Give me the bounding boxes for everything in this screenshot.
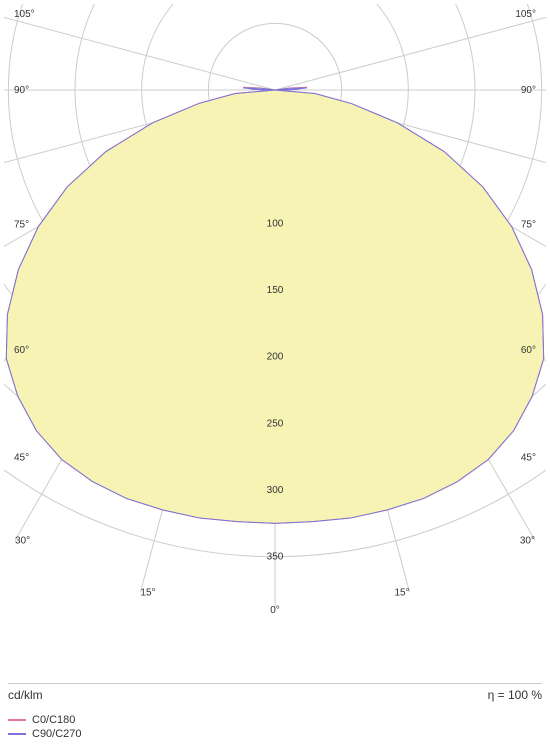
chart-container: 100 150 200 250 300 350 0° 15° 15° 30° 30° 45° 45° 60… — [0, 0, 550, 750]
svg-text:45°: 45° — [14, 453, 29, 464]
svg-text:90°: 90° — [521, 85, 536, 96]
legend-label: C90/C270 — [32, 728, 82, 740]
svg-text:100: 100 — [267, 218, 284, 229]
legend-swatch — [8, 733, 26, 735]
svg-text:30°: 30° — [520, 535, 535, 546]
svg-text:105°: 105° — [14, 9, 35, 20]
svg-text:300: 300 — [267, 485, 284, 496]
legend-item-c90: C90/C270 — [8, 728, 82, 740]
svg-text:60°: 60° — [14, 345, 29, 356]
legend: C0/C180 C90/C270 — [8, 712, 82, 742]
svg-text:200: 200 — [267, 352, 284, 363]
svg-text:250: 250 — [267, 418, 284, 429]
svg-text:60°: 60° — [521, 345, 536, 356]
legend-label: C0/C180 — [32, 714, 75, 726]
svg-text:75°: 75° — [521, 220, 536, 231]
svg-text:75°: 75° — [14, 220, 29, 231]
polar-plot: 100 150 200 250 300 350 0° 15° 15° 30° 30° 45° 45° 60… — [0, 0, 550, 680]
svg-text:15°: 15° — [394, 587, 409, 598]
legend-swatch — [8, 719, 26, 721]
svg-text:0°: 0° — [270, 605, 280, 616]
svg-text:350: 350 — [267, 552, 284, 563]
legend-item-c0: C0/C180 — [8, 714, 82, 726]
svg-text:45°: 45° — [521, 453, 536, 464]
svg-text:15°: 15° — [140, 587, 155, 598]
svg-text:30°: 30° — [15, 535, 30, 546]
units-label: cd/klm — [8, 688, 43, 702]
svg-text:150: 150 — [267, 285, 284, 296]
efficiency-label: η = 100 % — [488, 688, 542, 702]
svg-text:105°: 105° — [515, 9, 536, 20]
chart-footer: cd/klm η = 100 % — [8, 683, 542, 702]
svg-text:90°: 90° — [14, 85, 29, 96]
